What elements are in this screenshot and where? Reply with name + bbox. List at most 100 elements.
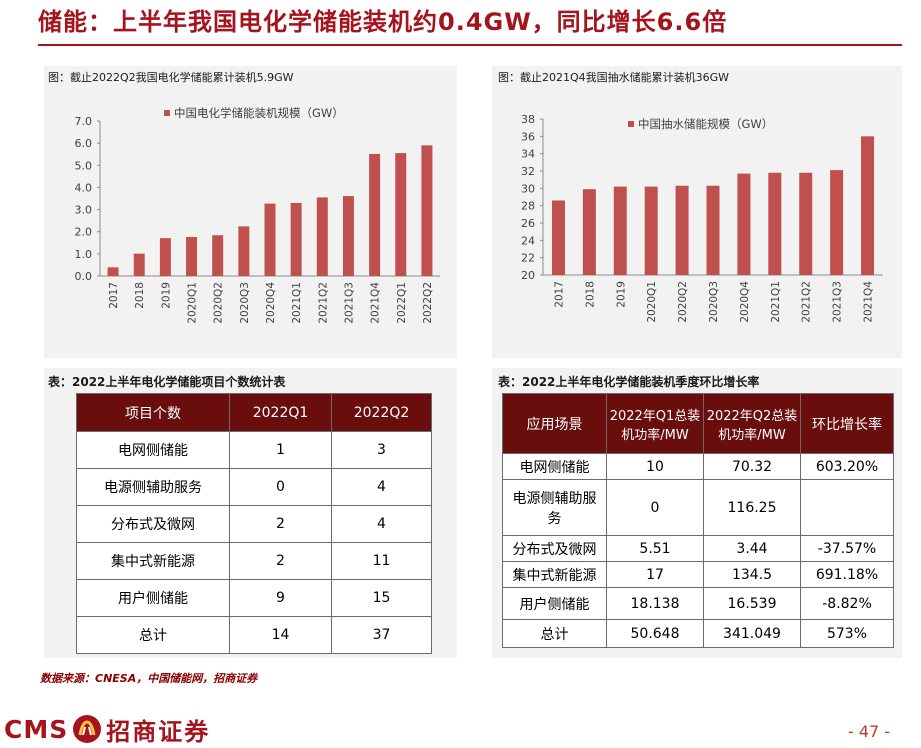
chart-bar: [551, 200, 565, 275]
table-cell: 10: [606, 453, 704, 480]
table-header-cell: 2022年Q2总装机功率/MW: [703, 393, 801, 454]
table-cell: 14: [229, 616, 332, 654]
table-row: 用户侧储能 18.138 16.539 -8.82%: [502, 587, 894, 620]
table-header-cell: 环比增长率: [800, 393, 894, 454]
chart-bar: [107, 267, 119, 276]
table-cell: 总计: [76, 616, 230, 654]
project-count-table: 项目个数 2022Q1 2022Q2 电网侧储能 1 3 电源侧辅助服务 0 4…: [76, 393, 432, 654]
table-cell: [800, 479, 894, 536]
table-cell: 15: [331, 579, 432, 617]
table-row: 电网侧储能 10 70.32 603.20%: [502, 453, 894, 480]
chart-bar: [186, 237, 198, 276]
x-tick-label: 2019: [160, 282, 172, 309]
x-tick-label: 2020Q3: [708, 281, 720, 323]
table-header-cell: 2022Q2: [331, 393, 432, 432]
table1-caption: 表：2022上半年电化学储能项目个数统计表: [48, 375, 286, 389]
x-tick-label: 2020Q2: [213, 282, 225, 324]
x-tick-label: 2021Q3: [832, 281, 844, 323]
table-row: 电网侧储能 1 3: [76, 431, 432, 469]
x-tick-label: 2020Q4: [265, 282, 277, 324]
chart-bar: [369, 153, 381, 276]
legend-label: 中国抽水储能规模（GW）: [638, 117, 773, 131]
legend-swatch: [164, 110, 170, 116]
x-tick-label: 2020Q3: [239, 282, 251, 324]
table-cell: 分布式及微网: [76, 505, 230, 543]
chart-bar: [421, 145, 433, 276]
x-tick-label: 2022Q2: [422, 282, 434, 324]
x-tick-label: 2019: [615, 281, 627, 308]
x-tick-label: 2017: [553, 281, 565, 308]
x-tick-label: 2018: [584, 281, 596, 308]
chart-bar: [212, 235, 224, 276]
table-cell: -8.82%: [800, 587, 894, 620]
logo-cms-text: CMS: [4, 714, 69, 744]
table-header-cell: 2022年Q1总装机功率/MW: [606, 393, 704, 454]
left-chart-caption: 图：截止2022Q2我国电化学储能累计装机5.9GW: [48, 71, 294, 84]
table-cell: 集中式新能源: [76, 542, 230, 580]
chart-bar: [159, 238, 171, 276]
chart-bar: [342, 196, 354, 276]
chart-bar: [238, 226, 250, 276]
table-cell: 电源侧辅助服务: [76, 468, 230, 506]
table-header-cell: 应用场景: [502, 393, 607, 454]
x-tick-label: 2017: [108, 282, 120, 309]
table-cell: 70.32: [703, 453, 801, 480]
chart-bar: [264, 203, 276, 276]
chart-bar: [768, 172, 782, 275]
x-tick-label: 2020Q1: [646, 281, 658, 323]
table-header-cell: 项目个数: [76, 393, 230, 432]
table-row: 总计 14 37: [76, 616, 432, 654]
x-tick-label: 2020Q2: [677, 281, 689, 323]
table-cell: 11: [331, 542, 432, 580]
chart-bar: [737, 173, 751, 275]
left-bar-chart: 0.0 1.0 2.0 3.0 4.0 5.0 6.0 7.0 2017 2018 2019 2020…: [75, 106, 440, 324]
table-cell: 18.138: [606, 587, 704, 620]
chart-bar: [706, 185, 720, 275]
chart-bar: [675, 185, 689, 275]
chart-bar: [290, 202, 302, 276]
table-cell: 134.5: [703, 561, 801, 588]
y-tick-label: 38: [521, 113, 535, 126]
legend-swatch: [628, 121, 634, 127]
table-cell: -37.57%: [800, 535, 894, 562]
table-cell: 691.18%: [800, 561, 894, 588]
x-tick-label: 2021Q1: [770, 281, 782, 323]
table-cell: 17: [606, 561, 704, 588]
right-chart-caption: 图：截止2021Q4我国抽水储能累计装机36GW: [498, 71, 730, 84]
table-header-row: 应用场景 2022年Q1总装机功率/MW 2022年Q2总装机功率/MW 环比增…: [502, 393, 894, 454]
table-cell: 电网侧储能: [76, 431, 230, 469]
x-tick-label: 2021Q4: [863, 281, 875, 323]
y-tick-label: 2.0: [75, 226, 93, 239]
table-cell: 电源侧辅助服务: [502, 479, 607, 536]
y-tick-label: 30: [521, 182, 535, 195]
table-cell: 2: [229, 505, 332, 543]
right-bar-chart: 20 22 24 26 28 30 32 34 36 38 2017 2018 2019 2020Q1 20…: [521, 113, 883, 323]
table-cell: 总计: [502, 619, 607, 648]
table-row: 分布式及微网 5.51 3.44 -37.57%: [502, 535, 894, 562]
table-cell: 分布式及微网: [502, 535, 607, 562]
y-tick-label: 26: [521, 217, 535, 230]
table-cell: 0: [229, 468, 332, 506]
chart-bar: [395, 153, 407, 276]
growth-rate-table: 应用场景 2022年Q1总装机功率/MW 2022年Q2总装机功率/MW 环比增…: [502, 393, 894, 648]
table-cell: 1: [229, 431, 332, 469]
y-tick-label: 32: [521, 165, 535, 178]
y-tick-label: 3.0: [75, 204, 93, 217]
table-cell: 3.44: [703, 535, 801, 562]
x-tick-label: 2021Q2: [801, 281, 813, 323]
table-cell: 9: [229, 579, 332, 617]
company-logo: CMS 招商证券: [4, 712, 210, 746]
table-row: 分布式及微网 2 4: [76, 505, 432, 543]
y-tick-label: 36: [521, 130, 535, 143]
table-cell: 341.049: [703, 619, 801, 648]
legend-label: 中国电化学储能装机规模（GW）: [174, 106, 344, 120]
table-cell: 4: [331, 468, 432, 506]
chart-bar: [644, 186, 658, 275]
logo-company-name: 招商证券: [106, 717, 211, 746]
table-cell: 5.51: [606, 535, 704, 562]
table-cell: 2: [229, 542, 332, 580]
chart-bar: [316, 197, 328, 276]
x-tick-label: 2021Q1: [291, 282, 303, 324]
data-source-note: 数据来源：CNESA，中国储能网，招商证券: [40, 672, 258, 685]
title-divider: [38, 44, 902, 46]
